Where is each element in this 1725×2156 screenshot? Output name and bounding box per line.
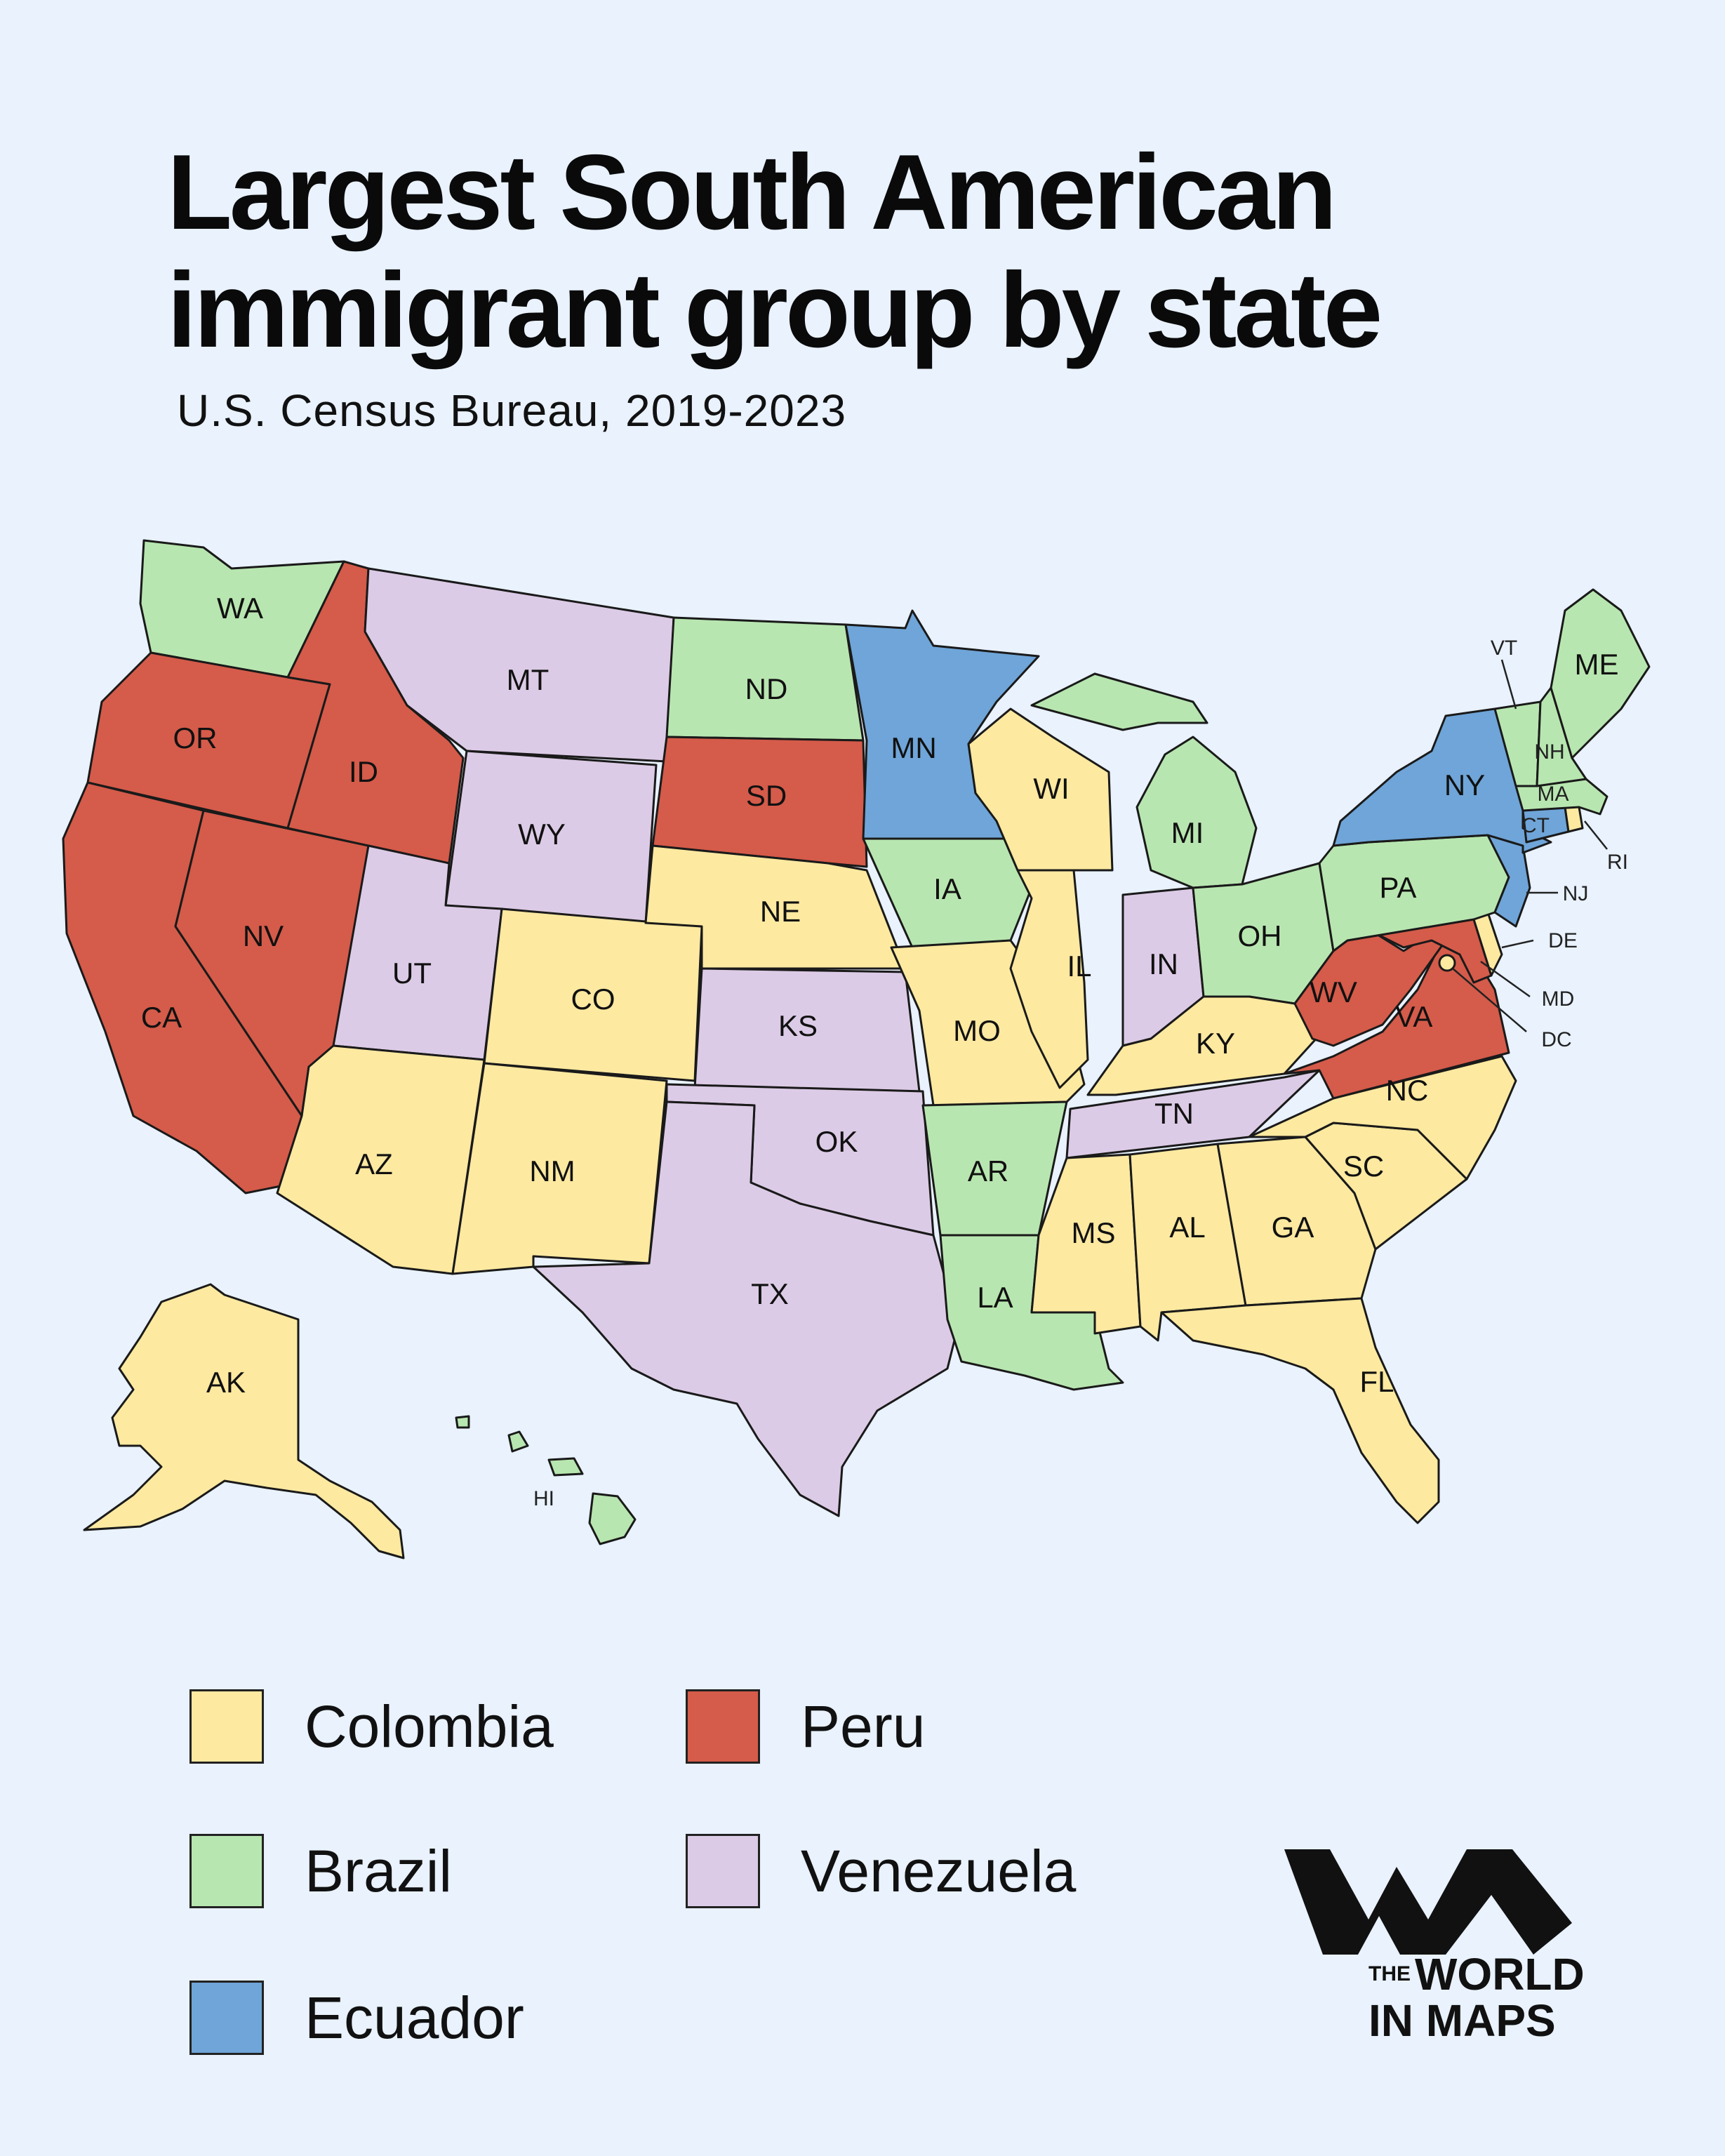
label-nj: NJ: [1563, 882, 1589, 905]
legend-label-ecuador: Ecuador: [305, 1984, 524, 2051]
label-de: DE: [1548, 929, 1578, 952]
label-mi: MI: [1171, 816, 1204, 849]
state-fl: [1160, 1297, 1440, 1524]
label-co: CO: [571, 983, 615, 1016]
label-hi: HI: [533, 1487, 554, 1510]
label-wa: WA: [217, 592, 263, 625]
label-ma: MA: [1538, 783, 1569, 806]
label-tx: TX: [751, 1277, 789, 1310]
map-subtitle: U.S. Census Bureau, 2019-2023: [177, 385, 847, 436]
state-ne: [644, 844, 907, 970]
legend-swatch-venezuela: [686, 1834, 760, 1908]
label-pa: PA: [1380, 871, 1417, 904]
legend-label-brazil: Brazil: [305, 1837, 453, 1904]
legend-item-colombia: Colombia: [189, 1689, 554, 1764]
label-il: IL: [1067, 950, 1091, 983]
label-ok: OK: [815, 1125, 858, 1158]
label-fl: FL: [1359, 1365, 1394, 1398]
leader-lines: [1452, 659, 1608, 1032]
label-ct: CT: [1521, 814, 1550, 837]
label-oh: OH: [1238, 919, 1282, 952]
label-ar: AR: [968, 1154, 1008, 1187]
state-tn: [1065, 1069, 1321, 1159]
label-vt: VT: [1491, 637, 1517, 660]
label-id: ID: [349, 755, 378, 788]
state-mn: [844, 609, 1040, 840]
label-mn: MN: [891, 731, 936, 764]
state-hi: [455, 1415, 637, 1545]
label-sc: SC: [1343, 1150, 1384, 1183]
label-nc: NC: [1386, 1074, 1429, 1107]
label-sd: SD: [746, 779, 787, 812]
state-ri: [1564, 806, 1584, 833]
label-nh: NH: [1534, 740, 1564, 764]
legend-item-brazil: Brazil: [189, 1834, 452, 1908]
legend-label-venezuela: Venezuela: [801, 1837, 1077, 1904]
label-ky: KY: [1196, 1027, 1235, 1060]
label-ri: RI: [1607, 851, 1628, 874]
state-me: [1550, 588, 1651, 759]
logo-in-maps: IN MAPS: [1368, 1995, 1556, 2046]
logo-world: WORLD: [1415, 1949, 1585, 1999]
label-wv: WV: [1310, 976, 1357, 1009]
label-mt: MT: [507, 663, 550, 696]
legend-label-colombia: Colombia: [305, 1693, 554, 1759]
label-az: AZ: [355, 1147, 393, 1180]
state-dc: [1438, 954, 1456, 972]
label-tn: TN: [1154, 1097, 1194, 1130]
legend-item-peru: Peru: [686, 1689, 925, 1764]
label-me: ME: [1575, 648, 1619, 681]
label-va: VA: [1396, 1000, 1433, 1033]
label-ne: NE: [760, 895, 801, 928]
state-sd: [651, 736, 868, 868]
label-mo: MO: [953, 1014, 1001, 1047]
label-ks: KS: [778, 1009, 818, 1042]
logo-the: THE: [1368, 1962, 1411, 1985]
label-nd: ND: [745, 672, 788, 705]
state-labels: WA OR CA NV ID MT WY UT CO AZ NM ND SD N…: [141, 592, 1628, 1510]
legend-swatch-peru: [686, 1689, 760, 1764]
label-ut: UT: [392, 957, 432, 990]
label-dc: DC: [1541, 1028, 1571, 1051]
state-tx: [532, 1100, 959, 1517]
legend-item-venezuela: Venezuela: [686, 1834, 1076, 1908]
title-line-2: immigrant group by state: [167, 251, 1383, 370]
legend-swatch-brazil: [189, 1834, 264, 1908]
label-wy: WY: [518, 818, 566, 851]
legend-item-ecuador: Ecuador: [189, 1981, 524, 2055]
label-ca: CA: [141, 1001, 182, 1034]
world-in-maps-logo: [1284, 1849, 1572, 1955]
label-la: LA: [977, 1281, 1013, 1314]
state-nm: [451, 1062, 668, 1275]
label-nv: NV: [243, 919, 284, 952]
legend-swatch-ecuador: [189, 1981, 264, 2055]
title-line-1: Largest South American: [167, 133, 1337, 252]
label-ak: AK: [206, 1366, 246, 1399]
map-title: Largest South American immigrant group b…: [167, 133, 1571, 369]
state-nh: [1536, 686, 1587, 787]
label-ga: GA: [1272, 1211, 1314, 1244]
label-or: OR: [173, 721, 218, 754]
state-il: [1009, 869, 1089, 1089]
label-ia: IA: [933, 872, 961, 905]
label-ny: NY: [1444, 768, 1485, 801]
label-nm: NM: [529, 1154, 575, 1187]
legend-swatch-colombia: [189, 1689, 264, 1764]
state-ak: [83, 1283, 405, 1559]
state-wi: [967, 707, 1114, 872]
legend-label-peru: Peru: [801, 1693, 926, 1759]
label-md: MD: [1542, 987, 1575, 1011]
label-al: AL: [1169, 1211, 1205, 1244]
logo-wordmark: THEWORLD IN MAPS: [1368, 1951, 1585, 2044]
state-ia: [862, 837, 1033, 949]
label-ms: MS: [1072, 1216, 1116, 1249]
label-wi: WI: [1033, 772, 1069, 805]
label-in: IN: [1149, 947, 1178, 980]
